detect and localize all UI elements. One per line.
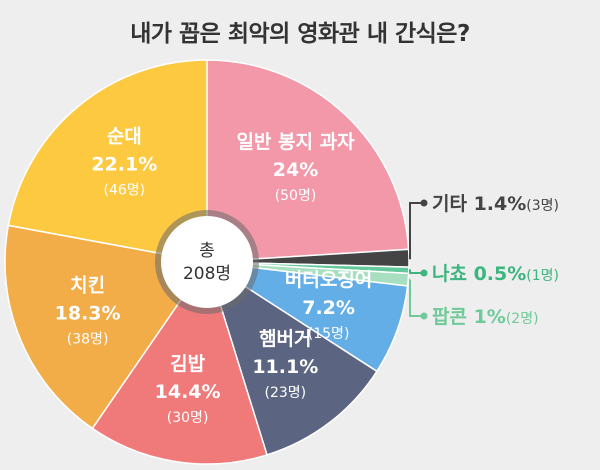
pie-slice bbox=[91, 260, 268, 465]
callout-line bbox=[409, 269, 424, 274]
callout-label: 팝콘 1%(2명) bbox=[432, 306, 539, 328]
pie-labels: 일반 봉지 과자 24% (50명) 버터오징어 7.2% (15명)햄버거 11.1% (2… bbox=[55, 126, 373, 426]
pie-slice bbox=[205, 260, 378, 456]
slice-count-label: (46명) bbox=[103, 183, 145, 199]
slice-count-label: (50명) bbox=[275, 188, 317, 204]
callout-label: 기타 1.4%(3명) bbox=[432, 193, 559, 215]
slice-count-label: (15명) bbox=[308, 326, 350, 342]
callout-count: (3명) bbox=[526, 198, 559, 214]
callout-dot bbox=[420, 199, 428, 207]
slice-name-label: 버터오징어 bbox=[285, 269, 372, 291]
callout-name: 나쵸 bbox=[432, 263, 474, 285]
slice-count-label: (23명) bbox=[264, 385, 306, 401]
callout-count: (2명) bbox=[506, 311, 539, 327]
slice-count-label: (38명) bbox=[67, 332, 109, 348]
slice-count-label: (30명) bbox=[167, 410, 209, 426]
slice-name-label: 일반 봉지 과자 bbox=[236, 131, 355, 153]
callout-name: 팝콘 bbox=[432, 306, 474, 328]
callout-label: 나쵸 0.5%(1명) bbox=[432, 263, 559, 285]
slice-name-label: 햄버거 bbox=[259, 328, 311, 350]
slice-percent-label: 7.2% bbox=[302, 297, 355, 319]
center-circle bbox=[161, 216, 253, 308]
pie-slice bbox=[4, 224, 209, 430]
center-total-label: 총 bbox=[199, 241, 215, 261]
slice-percent-label: 11.1% bbox=[252, 356, 318, 378]
callout-dot bbox=[420, 269, 428, 277]
callout-percent: 1% bbox=[474, 306, 506, 328]
slice-name-label: 김밥 bbox=[170, 353, 205, 375]
center-total-value: 208명 bbox=[183, 264, 231, 284]
callout-name: 기타 bbox=[432, 193, 474, 215]
callout-line bbox=[409, 278, 424, 317]
callout-line bbox=[409, 202, 424, 260]
chart-title: 내가 꼽은 최악의 영화관 내 간식은? bbox=[130, 21, 470, 47]
pie-slice bbox=[7, 59, 208, 263]
slice-name-label: 치킨 bbox=[70, 275, 105, 297]
callout-percent: 1.4% bbox=[474, 193, 527, 215]
callout-count: (1명) bbox=[526, 268, 559, 284]
pie-slice bbox=[206, 59, 410, 263]
callout-percent: 0.5% bbox=[474, 263, 527, 285]
center-badge: 총 208명 bbox=[155, 210, 259, 314]
slice-percent-label: 14.4% bbox=[155, 381, 221, 403]
slice-percent-label: 18.3% bbox=[55, 303, 121, 325]
slice-percent-label: 24% bbox=[273, 159, 318, 181]
slice-name-label: 순대 bbox=[107, 126, 142, 148]
slice-percent-label: 22.1% bbox=[91, 154, 157, 176]
callout-dot bbox=[420, 312, 428, 320]
pie-slices bbox=[4, 59, 410, 465]
callouts: 기타 1.4%(3명) 나쵸 0.5%(1명) 팝콘 1%(2명) bbox=[409, 193, 559, 328]
